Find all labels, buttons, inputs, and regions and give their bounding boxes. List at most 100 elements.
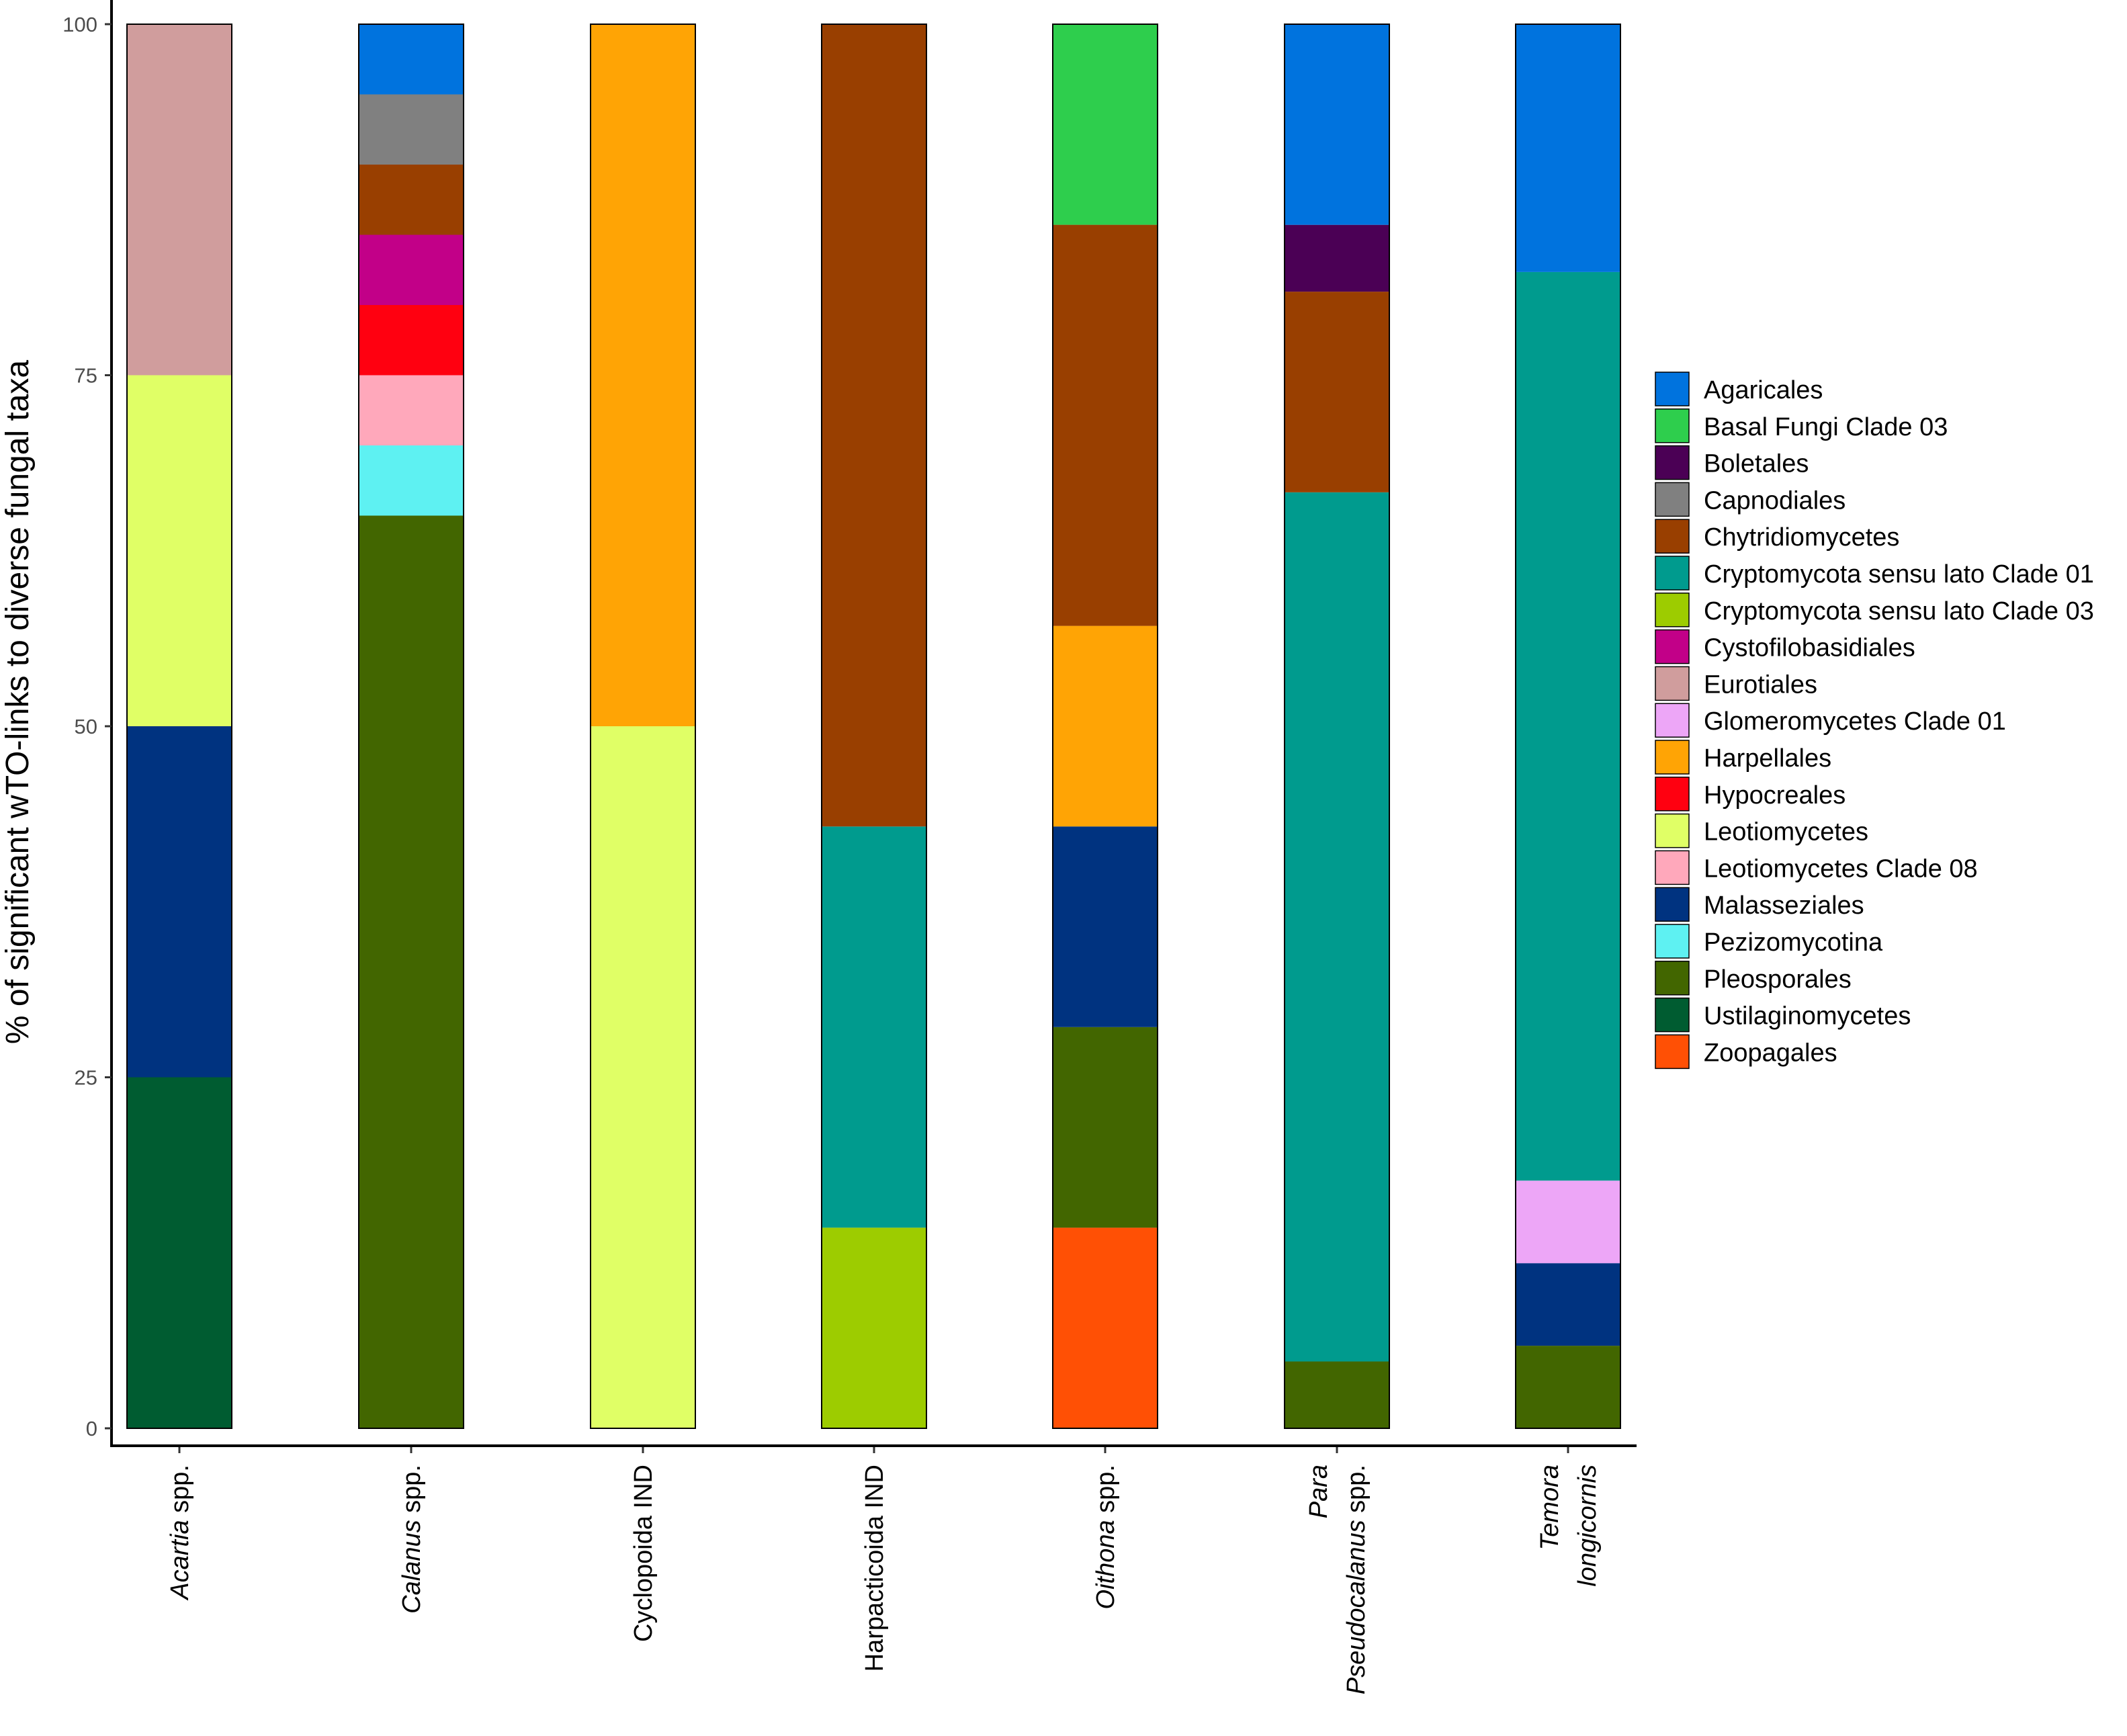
bar-segment-cyclopoida-leotiomycetes [591,726,695,1428]
legend-label: Harpellales [1704,744,1831,773]
x-tick-label-temora: longicornis [1573,1465,1602,1587]
bar-segment-acartia-eurotiales [127,24,232,376]
legend-label: Pleosporales [1704,965,1852,994]
x-tick-label-part: spp. [1342,1465,1371,1520]
bar-segment-oithona-pleosporales [1053,1027,1158,1228]
x-tick-label-calanus: Calanus spp. [398,1465,426,1614]
bar-segment-oithona-malasseziales [1053,826,1158,1027]
legend-label: Boletales [1704,450,1809,478]
x-tick-label-part: Oithona [1092,1520,1120,1609]
legend-label: Cystofilobasidiales [1704,634,1915,662]
legend-swatch-capnodiales [1655,482,1690,517]
bar-outline-cyclopoida [590,24,696,1429]
bar-segment-calanus-pezizomycotina [359,445,464,516]
legend-label: Ustilaginomycetes [1704,1002,1911,1031]
legend-label: Pezizomycotina [1704,928,1883,957]
bars-layer [126,24,1621,1453]
bar-segment-temora-pleosporales [1516,1346,1620,1428]
x-tick-label-para-pseudocalanus: Pseudocalanus spp. [1342,1465,1371,1694]
x-tick-label-cyclopoida: Cyclopoida IND [630,1465,658,1642]
legend-label: Eurotiales [1704,670,1817,699]
x-tick-label-part: Para [1305,1465,1333,1518]
legend-swatch-cryptomycota-sensu-lato-clade-03 [1655,593,1690,627]
y-tick-label: 50 [75,715,97,738]
bar-segment-temora-cryptomycota-sensu-lato-clade-01 [1516,271,1620,1181]
legend-swatch-agaricales [1655,372,1690,406]
bar-segment-para-pseudocalanus-chytridiomycetes [1285,292,1389,492]
legend-label: Glomeromycetes Clade 01 [1704,707,2006,736]
bar-segment-temora-malasseziales [1516,1263,1620,1346]
legend-swatch-eurotiales [1655,666,1690,701]
legend-swatch-cystofilobasidiales [1655,629,1690,664]
bar-segment-calanus-leotiomycetes-clade-08 [359,375,464,445]
x-tick-label-part: spp. [398,1465,426,1520]
y-axis-title: % of significant wTO-links to diverse fu… [0,360,36,1045]
x-tick-label-part: longicornis [1573,1465,1602,1587]
legend-label: Hypocreales [1704,781,1846,810]
x-tick-label-oithona: Oithona spp. [1092,1465,1120,1609]
y-tick-label: 0 [86,1417,97,1440]
bar-segment-harpacticoida-cryptomycota-sensu-lato-clade-03 [822,1227,926,1428]
x-tick-label-part: Harpacticoida IND [861,1465,889,1672]
x-tick-label-para-pseudocalanus: Para [1305,1465,1333,1518]
legend-label: Agaricales [1704,376,1823,404]
x-tick-label-harpacticoida: Harpacticoida IND [861,1465,889,1672]
y-tick-label: 100 [62,13,97,36]
bar-segment-para-pseudocalanus-pleosporales [1285,1361,1389,1428]
legend-swatch-cryptomycota-sensu-lato-clade-01 [1655,556,1690,591]
legend-swatch-glomeromycetes-clade-01 [1655,703,1690,738]
bar-segment-calanus-hypocreales [359,305,464,376]
bar-segment-acartia-ustilaginomycetes [127,1077,232,1428]
legend-label: Capnodiales [1704,486,1846,515]
x-tick-label-part: spp. [166,1465,194,1520]
bar-segment-para-pseudocalanus-cryptomycota-sensu-lato-clade-01 [1285,492,1389,1362]
bar-segment-para-pseudocalanus-boletales [1285,224,1389,292]
bar-segment-acartia-leotiomycetes [127,375,232,726]
legend-swatch-leotiomycetes [1655,813,1690,849]
legend-swatch-hypocreales [1655,777,1690,812]
bar-segment-calanus-cystofilobasidiales [359,234,464,305]
bar-segment-oithona-chytridiomycetes [1053,224,1158,626]
legend-swatch-pezizomycotina [1655,924,1690,959]
bar-segment-acartia-malasseziales [127,726,232,1078]
bar-segment-temora-glomeromycetes-clade-01 [1516,1180,1620,1264]
legend-swatch-leotiomycetes-clade-08 [1655,850,1690,885]
bar-segment-oithona-basal-fungi-clade-03 [1053,24,1158,225]
x-tick-label-part: Calanus [398,1520,426,1613]
bar-segment-calanus-capnodiales [359,94,464,165]
bar-segment-harpacticoida-chytridiomycetes [822,24,926,827]
x-axis-labels: Acartia spp. Calanus spp. Cyclopoida IND Ha… [166,1465,1602,1694]
legend-label: Malasseziales [1704,892,1864,920]
bar-outline-acartia [126,24,232,1429]
legend-swatch-malasseziales [1655,887,1690,922]
legend: Agaricales Basal Fungi Clade 03 Boletales C… [1655,372,2094,1070]
legend-swatch-ustilaginomycetes [1655,997,1690,1033]
x-tick-label-acartia: Acartia spp. [166,1465,194,1601]
bar-outline-calanus [358,24,464,1429]
bar-segment-calanus-agaricales [359,24,464,95]
legend-label: Zoopagales [1704,1039,1837,1067]
bar-segment-calanus-pleosporales [359,515,464,1428]
legend-label: Chytridiomycetes [1704,523,1899,552]
bar-outline-harpacticoida [821,24,927,1429]
legend-label: Basal Fungi Clade 03 [1704,413,1948,441]
x-tick-label-temora: Temora [1536,1465,1564,1550]
legend-swatch-harpellales [1655,740,1690,775]
legend-swatch-boletales [1655,445,1690,480]
legend-swatch-zoopagales [1655,1034,1690,1070]
y-tick-label: 25 [75,1066,97,1090]
legend-swatch-pleosporales [1655,961,1690,996]
y-tick-label: 75 [75,364,97,388]
bar-outline-para-pseudocalanus [1284,24,1390,1429]
x-tick-label-part: Temora [1536,1465,1564,1550]
legend-label: Leotiomycetes Clade 08 [1704,855,1978,883]
bar-segment-para-pseudocalanus-agaricales [1285,24,1389,225]
legend-swatch-chytridiomycetes [1655,519,1690,554]
x-tick-label-part: Cyclopoida IND [630,1465,658,1642]
bar-segment-temora-agaricales [1516,24,1620,272]
legend-label: Cryptomycota sensu lato Clade 03 [1704,597,2094,625]
legend-swatch-basal-fungi-clade-03 [1655,408,1690,443]
legend-label: Leotiomycetes [1704,818,1868,847]
bar-segment-oithona-zoopagales [1053,1227,1158,1428]
